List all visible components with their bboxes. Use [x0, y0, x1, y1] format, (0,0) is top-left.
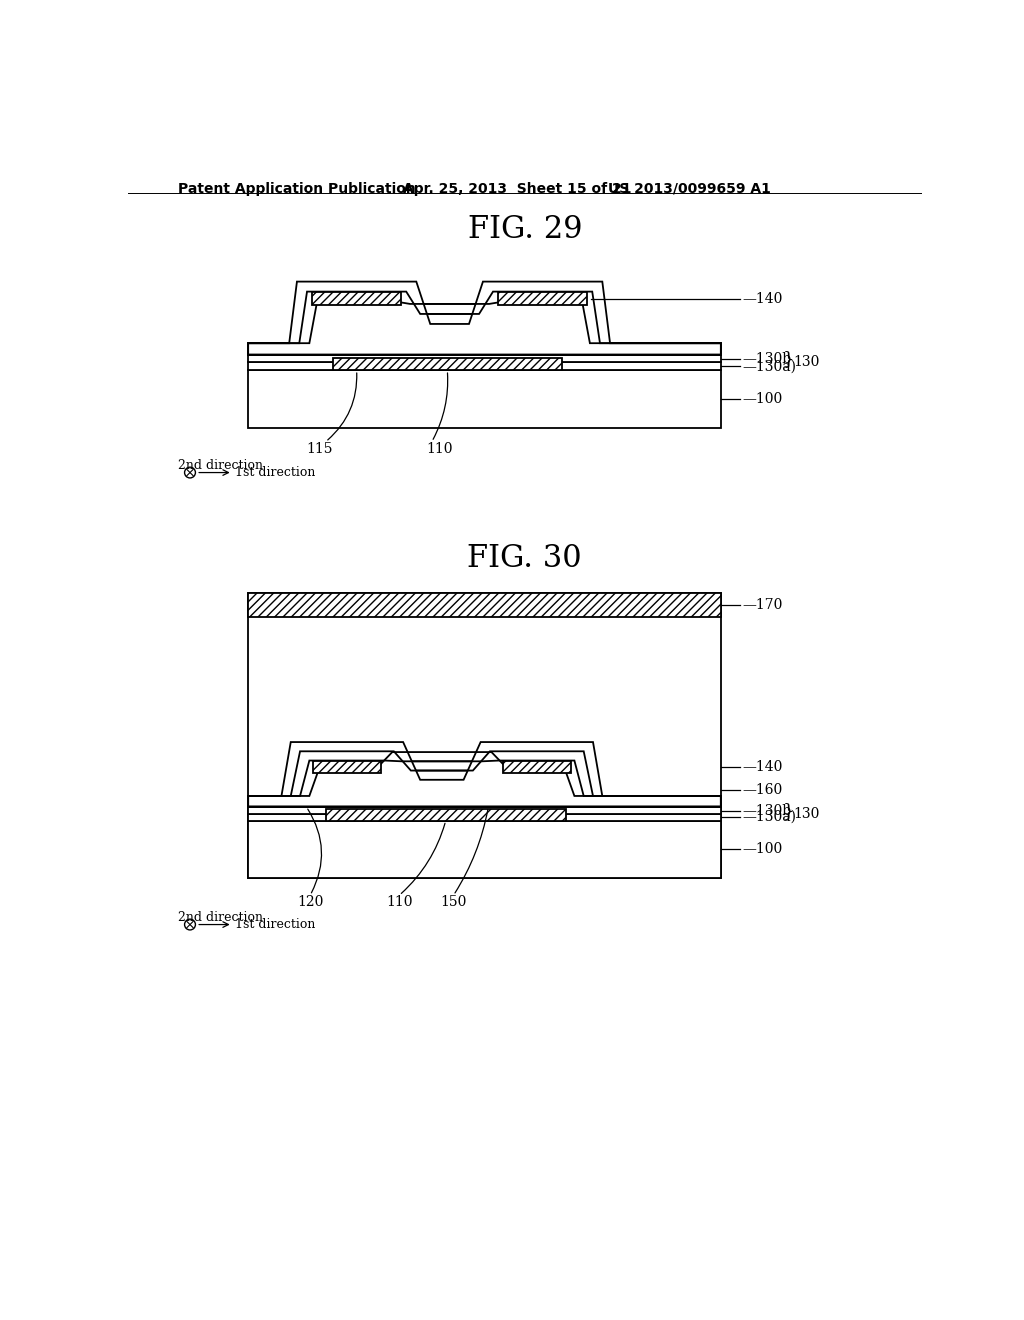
Text: —160: —160 — [742, 783, 782, 797]
Polygon shape — [248, 742, 721, 807]
Text: 120: 120 — [297, 895, 324, 909]
Text: —100: —100 — [742, 842, 782, 857]
Text: Patent Application Publication: Patent Application Publication — [178, 182, 416, 195]
Text: —100: —100 — [742, 392, 782, 407]
Text: Apr. 25, 2013  Sheet 15 of 21: Apr. 25, 2013 Sheet 15 of 21 — [403, 182, 632, 195]
Text: FIG. 30: FIG. 30 — [468, 544, 582, 574]
Bar — [312, 292, 400, 305]
Polygon shape — [248, 752, 721, 807]
Text: FIG. 29: FIG. 29 — [468, 214, 582, 244]
Text: —140: —140 — [742, 292, 783, 305]
Text: —130b: —130b — [742, 351, 792, 366]
Text: 2nd direction: 2nd direction — [178, 459, 263, 471]
Text: 2nd direction: 2nd direction — [178, 911, 263, 924]
Text: —170: —170 — [742, 598, 783, 612]
Text: 115: 115 — [306, 442, 333, 455]
Polygon shape — [248, 292, 721, 355]
Text: —130a): —130a) — [742, 809, 797, 824]
Bar — [248, 594, 721, 616]
Text: }: } — [783, 801, 795, 820]
Bar — [334, 358, 562, 370]
Bar — [248, 363, 721, 370]
Bar — [326, 809, 566, 821]
Text: }: } — [783, 350, 795, 367]
Polygon shape — [248, 281, 721, 355]
Text: 110: 110 — [386, 895, 413, 909]
Bar — [248, 813, 721, 821]
Polygon shape — [248, 302, 721, 355]
Bar — [248, 821, 721, 878]
Text: —130a): —130a) — [742, 359, 797, 374]
Bar — [248, 594, 721, 878]
Polygon shape — [248, 751, 721, 807]
Polygon shape — [248, 760, 721, 807]
Text: 1st direction: 1st direction — [234, 466, 315, 479]
Text: —130b: —130b — [742, 804, 792, 817]
Text: —140: —140 — [742, 760, 783, 774]
Bar — [248, 807, 721, 813]
Bar — [248, 355, 721, 363]
Bar — [248, 370, 721, 428]
Text: US 2013/0099659 A1: US 2013/0099659 A1 — [608, 182, 771, 195]
Text: 1st direction: 1st direction — [234, 917, 315, 931]
Bar — [499, 292, 587, 305]
Bar — [313, 760, 381, 774]
Text: 130: 130 — [793, 355, 819, 370]
Bar — [503, 760, 570, 774]
Text: 130: 130 — [793, 807, 819, 821]
Text: 110: 110 — [426, 442, 453, 455]
Text: 150: 150 — [440, 895, 467, 909]
